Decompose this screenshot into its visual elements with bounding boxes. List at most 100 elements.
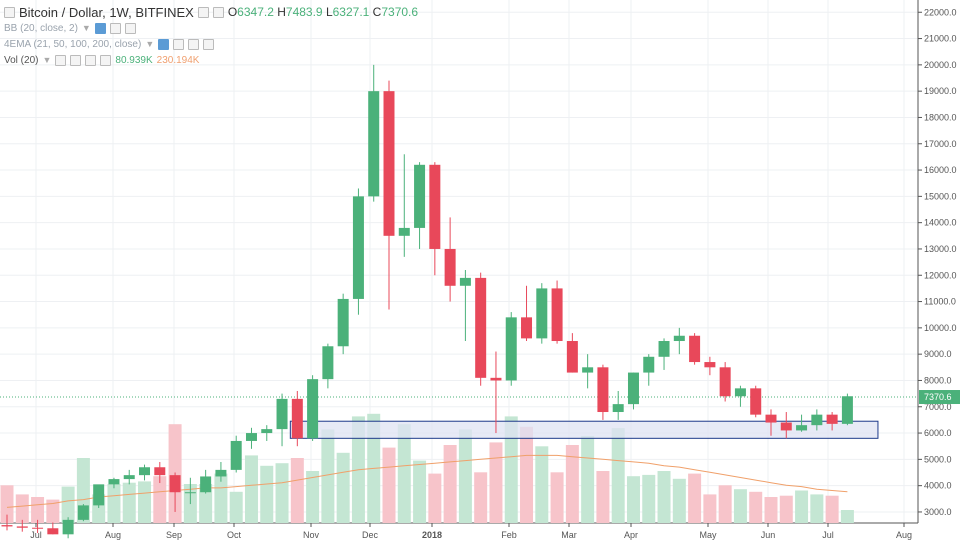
- price-axis-label: 10000.0: [924, 323, 957, 333]
- settings-icon[interactable]: [70, 54, 82, 66]
- time-axis-label: Jul: [822, 530, 834, 540]
- time-axis-label: Oct: [227, 530, 242, 540]
- volume-bar: [504, 416, 518, 523]
- price-axis-label: 6000.0: [924, 428, 952, 438]
- volume-bar: [840, 510, 854, 523]
- volume-bar: [611, 428, 625, 523]
- candle-body: [612, 404, 624, 413]
- volume-bar: [397, 424, 411, 523]
- candle-body: [627, 372, 639, 405]
- time-axis-label: Apr: [624, 530, 638, 540]
- eye-icon[interactable]: [94, 22, 106, 34]
- add-icon[interactable]: [85, 54, 97, 66]
- symbol-toggle-icon[interactable]: [4, 6, 15, 18]
- volume-bar: [0, 485, 14, 523]
- volume-bar: [733, 489, 747, 523]
- candle-body: [154, 467, 166, 476]
- volume-bar: [214, 473, 228, 523]
- volume-row[interactable]: Vol (20) ▼ 80.939K 230.194K: [4, 52, 418, 68]
- time-axis-label: Jul: [30, 530, 42, 540]
- candle-body: [826, 414, 838, 424]
- settings-icon[interactable]: [173, 38, 185, 50]
- volume-bar: [443, 445, 457, 523]
- candle-body: [230, 440, 242, 470]
- candle-body: [352, 196, 364, 299]
- eye-icon[interactable]: [197, 6, 209, 18]
- eye-icon[interactable]: [158, 38, 170, 50]
- chevron-down-icon[interactable]: ▼: [145, 39, 155, 49]
- candle-body: [658, 341, 670, 357]
- volume-bar: [764, 497, 778, 523]
- candle-body: [505, 317, 517, 381]
- volume-bar: [825, 495, 839, 523]
- volume-bar: [535, 446, 549, 523]
- volume-bar: [596, 471, 610, 523]
- volume-ma-line: [6, 454, 848, 508]
- candle-body: [368, 91, 380, 197]
- add-icon[interactable]: [188, 38, 200, 50]
- candle-body: [673, 335, 685, 342]
- volume-bar: [15, 494, 29, 523]
- candle-body: [139, 467, 151, 476]
- candle-body: [414, 164, 426, 228]
- ohlc-readout: O6347.2 H7483.9 L6327.1 C7370.6: [227, 5, 419, 19]
- volume-bar: [229, 491, 243, 523]
- volume-bar: [520, 426, 534, 523]
- indicator-label: BB (20, close, 2): [4, 22, 78, 34]
- chart-legend: Bitcoin / Dollar, 1W, BITFINEX O6347.2 H…: [4, 4, 418, 68]
- candle-body: [261, 429, 273, 434]
- close-icon[interactable]: [203, 38, 215, 50]
- candle-body: [32, 527, 44, 529]
- candle-body: [291, 398, 303, 439]
- price-axis-label: 13000.0: [924, 244, 957, 254]
- settings-icon[interactable]: [109, 22, 121, 34]
- close-icon[interactable]: [100, 54, 112, 66]
- candle-body: [841, 396, 853, 424]
- volume-ma-value: 230.194K: [156, 54, 200, 66]
- price-axis-label: 16000.0: [924, 165, 957, 175]
- close-icon[interactable]: [124, 22, 136, 34]
- chevron-down-icon[interactable]: ▼: [42, 55, 52, 65]
- volume-bar: [138, 481, 152, 523]
- volume-bar: [565, 445, 579, 523]
- candle-body: [719, 367, 731, 397]
- candle-body: [643, 356, 655, 373]
- candle-body: [521, 317, 533, 339]
- candle-body: [750, 388, 762, 415]
- eye-icon[interactable]: [55, 54, 67, 66]
- indicator-row-ema[interactable]: 4EMA (21, 50, 100, 200, close) ▼: [4, 36, 418, 52]
- volume-bar: [413, 460, 427, 523]
- candle-body: [689, 335, 701, 363]
- settings-icon[interactable]: [212, 6, 224, 18]
- volume-bar: [688, 473, 702, 523]
- volume-bar: [153, 476, 167, 523]
- time-axis-label: Aug: [105, 530, 121, 540]
- candle-body: [383, 91, 395, 236]
- indicator-label: 4EMA (21, 50, 100, 200, close): [4, 38, 142, 50]
- volume-bar: [779, 495, 793, 523]
- candle-body: [47, 528, 59, 535]
- volume-bar: [703, 494, 717, 523]
- chevron-down-icon[interactable]: ▼: [81, 23, 91, 33]
- candle-body: [429, 164, 441, 249]
- candle-body: [444, 248, 456, 286]
- candle-body: [796, 425, 808, 431]
- volume-value: 80.939K: [115, 54, 153, 66]
- volume-bar: [626, 476, 640, 523]
- time-axis-label: Feb: [501, 530, 517, 540]
- volume-bar: [810, 494, 824, 523]
- candle-body: [77, 505, 89, 520]
- candle-body: [704, 362, 716, 368]
- price-axis-label: 8000.0: [924, 375, 952, 385]
- volume-bar: [458, 429, 472, 523]
- symbol-row[interactable]: Bitcoin / Dollar, 1W, BITFINEX O6347.2 H…: [4, 4, 418, 20]
- time-axis-label: Nov: [303, 530, 320, 540]
- candle-body: [93, 484, 105, 506]
- volume-bar: [31, 497, 45, 523]
- candle-body: [398, 227, 410, 236]
- volume-bar: [642, 474, 656, 523]
- indicator-row-bb[interactable]: BB (20, close, 2) ▼: [4, 20, 418, 36]
- volume-bar: [122, 482, 136, 523]
- volume-bar: [336, 452, 350, 523]
